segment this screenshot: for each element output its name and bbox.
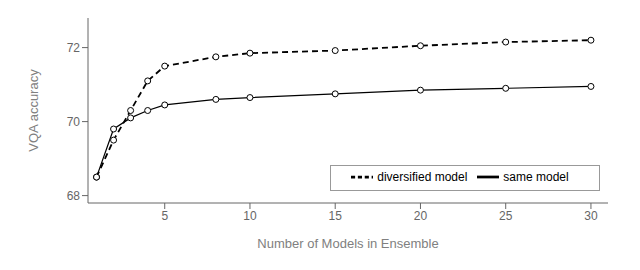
svg-text:VQA accuracy: VQA accuracy (26, 69, 41, 152)
svg-text:68: 68 (67, 189, 81, 203)
svg-text:5: 5 (161, 209, 168, 223)
svg-text:Number of Models in Ensemble: Number of Models in Ensemble (257, 236, 438, 251)
svg-text:25: 25 (499, 209, 513, 223)
svg-text:72: 72 (67, 41, 81, 55)
html-text:same model: same model (503, 170, 569, 185)
svg-text:20: 20 (414, 209, 428, 223)
svg-text:30: 30 (584, 209, 598, 223)
svg-text:10: 10 (243, 209, 257, 223)
svg-text:15: 15 (329, 209, 343, 223)
svg-text:70: 70 (67, 115, 81, 129)
html-text:diversified model: diversified model (377, 170, 468, 185)
